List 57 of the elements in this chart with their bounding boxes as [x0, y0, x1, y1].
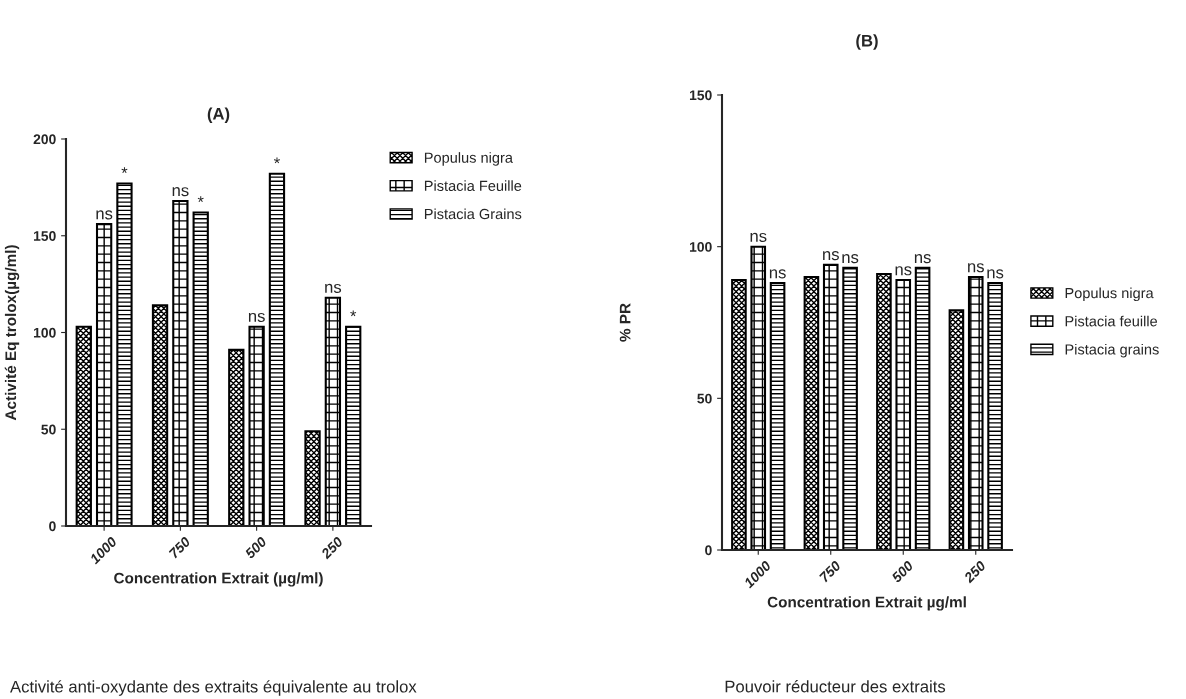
annotation: *: [121, 167, 128, 174]
annotation: ns: [172, 187, 189, 197]
annotation: ns: [325, 283, 342, 293]
legend-label: Pistacia feuille: [1065, 315, 1158, 327]
y-tick-label: 150: [689, 90, 712, 101]
y-tick-label: 100: [33, 327, 56, 338]
y-tick-label: 200: [33, 134, 56, 145]
x-tick-label: 750: [168, 536, 192, 559]
y-tick-label: 50: [697, 393, 712, 404]
x-tick-label: 500: [890, 560, 914, 584]
annotation: ns: [96, 210, 113, 220]
x-tick-label: 750: [818, 560, 842, 583]
legend-label: Pistacia Grains: [424, 208, 522, 220]
annotation: ns: [750, 232, 767, 242]
annotation: ns: [914, 254, 931, 264]
bar: [151, 304, 169, 526]
x-tick-label: 250: [320, 536, 344, 560]
bar: [324, 296, 342, 526]
y-tick-label: 100: [689, 242, 712, 252]
annotation: ns: [842, 254, 859, 264]
annotation: ns: [769, 269, 786, 279]
bar: [192, 211, 209, 526]
bar: [172, 199, 189, 526]
y-tick-label: 0: [49, 521, 56, 532]
text: Activité anti-oxydante des extraits équivalente au trolox: [10, 680, 417, 696]
annotation: ns: [987, 269, 1004, 279]
legend-label: Populus nigra: [424, 152, 513, 166]
chart-title: (B): [856, 34, 878, 50]
text: Pouvoir réducteur des extraits: [725, 680, 946, 693]
annotation: ns: [968, 263, 984, 273]
legend-label: Pistacia Feuille: [424, 180, 522, 192]
x-tick-label: 250: [963, 560, 987, 584]
legend-label: Pistacia grains: [1065, 343, 1159, 358]
y-tick-label: 150: [33, 231, 56, 241]
annotation: ns: [895, 266, 912, 276]
annotation: ns: [823, 251, 839, 261]
chart-title: (A): [207, 107, 230, 124]
x-axis-title: Concentration Extrait (µg/ml): [114, 572, 323, 587]
annotation: ns: [248, 312, 265, 323]
bar: [116, 182, 133, 526]
bar: [248, 325, 265, 526]
y-axis-title: % PR: [619, 303, 631, 342]
y-tick-label: 0: [705, 545, 712, 556]
x-tick-label: 500: [244, 536, 268, 560]
annotation: *: [273, 157, 280, 164]
bar: [345, 325, 362, 526]
y-axis-title: Activité Eq trolox(µg/ml): [4, 245, 20, 421]
x-axis-title: Concentration Extrait µg/ml: [767, 596, 966, 611]
legend-label: Populus nigra: [1065, 287, 1154, 302]
annotation: *: [197, 196, 204, 203]
bar: [75, 325, 92, 526]
bar: [95, 223, 113, 526]
annotation: *: [350, 310, 357, 317]
bar: [268, 172, 286, 526]
bar: [304, 430, 321, 526]
bar: [228, 348, 245, 526]
y-tick-label: 50: [41, 424, 56, 435]
